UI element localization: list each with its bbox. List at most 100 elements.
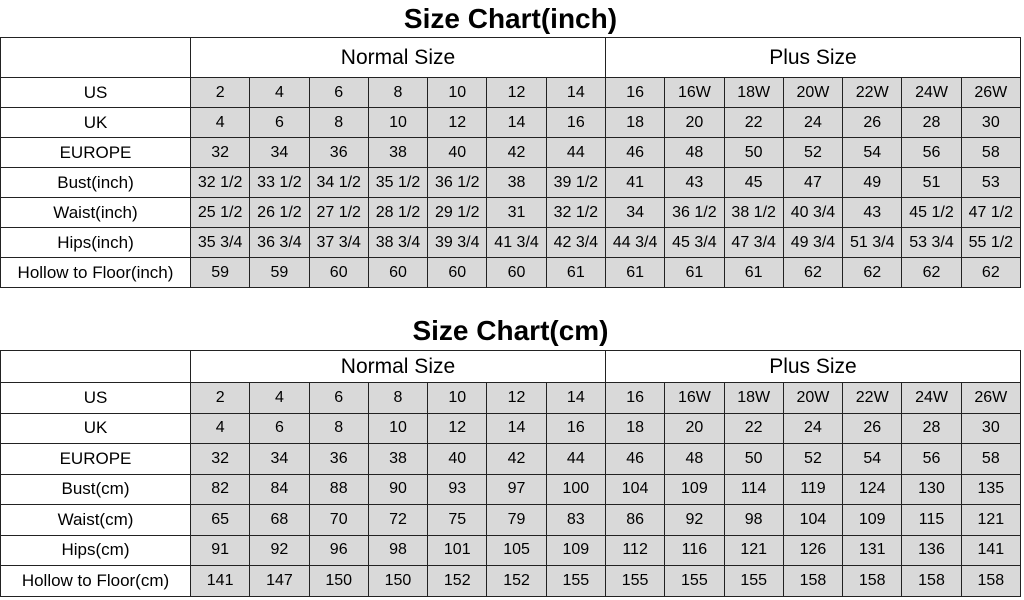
group-header: Normal Size: [190, 350, 606, 383]
size-cell: 136: [901, 534, 962, 566]
size-cell: 6: [308, 382, 369, 414]
size-cell: 62: [901, 257, 962, 288]
size-cell: 39 1/2: [545, 167, 606, 198]
size-cell: 54: [842, 443, 903, 475]
size-cell: 104: [782, 504, 844, 536]
size-cell: 60: [427, 257, 488, 288]
size-cell: 147: [249, 565, 310, 597]
size-cell: 101: [427, 534, 488, 566]
size-cell: 150: [367, 565, 429, 597]
table-row: EUROPE 32 34 36 38 40 42 44 46 48 50 52 54 56 58: [0, 137, 1022, 168]
size-cell: 27 1/2: [308, 197, 369, 228]
size-cell: 61: [723, 257, 784, 288]
size-cell: 14: [486, 107, 547, 138]
size-chart-inch: Size Chart(inch) Normal Size Plus Size US 2…: [0, 0, 1022, 288]
size-cell: 158: [842, 565, 903, 597]
size-cell: 47 3/4: [723, 227, 784, 258]
row-label: EUROPE: [0, 443, 191, 475]
group-header: Plus Size: [604, 37, 1022, 78]
size-cell: 98: [367, 534, 429, 566]
size-cell: 91: [189, 534, 251, 566]
table-row: Hips(inch) 35 3/4 36 3/4 37 3/4 38 3/4 39 3/4…: [0, 227, 1022, 258]
size-cell: 130: [901, 473, 962, 505]
size-cell: 93: [427, 473, 488, 505]
size-cell: 82: [189, 473, 251, 505]
size-cell: 56: [901, 443, 962, 475]
size-cell: 155: [604, 565, 666, 597]
size-cell: 97: [486, 473, 547, 505]
size-cell: 4: [249, 77, 310, 108]
size-cell: 54: [842, 137, 903, 168]
size-cell: 6: [249, 412, 310, 444]
size-cell: 36 1/2: [427, 167, 488, 198]
size-cell: 38 1/2: [723, 197, 784, 228]
size-cell: 62: [842, 257, 903, 288]
size-cell: 33 1/2: [249, 167, 310, 198]
size-cell: 38: [486, 167, 547, 198]
size-cell: 116: [664, 534, 725, 566]
size-cell: 50: [723, 443, 784, 475]
row-label: EUROPE: [0, 137, 191, 168]
row-label: UK: [0, 107, 191, 138]
row-label: Hollow to Floor(inch): [0, 257, 191, 288]
group-header-row: Normal Size Plus Size: [0, 350, 1022, 383]
size-cell: 12: [427, 107, 488, 138]
size-cell: 45 3/4: [664, 227, 725, 258]
size-cell: 16: [604, 77, 666, 108]
size-cell: 12: [427, 412, 488, 444]
size-cell: 2: [189, 77, 251, 108]
table-row: Waist(inch) 25 1/2 26 1/2 27 1/2 28 1/2 29 1/…: [0, 197, 1022, 228]
size-cell: 8: [367, 77, 429, 108]
size-cell: 26: [842, 107, 903, 138]
table-row: US 2 4 6 8 10 12 14 16 16W 18W 20W 22W 24W 26W: [0, 382, 1022, 414]
size-cell: 90: [367, 473, 429, 505]
size-cell: 92: [664, 504, 725, 536]
size-cell: 59: [189, 257, 251, 288]
size-cell: 61: [604, 257, 666, 288]
size-cell: 32: [189, 443, 251, 475]
row-label: US: [0, 382, 191, 414]
size-cell: 26W: [960, 77, 1022, 108]
size-cell: 37 3/4: [308, 227, 369, 258]
size-cell: 26: [842, 412, 903, 444]
size-cell: 115: [901, 504, 962, 536]
size-cell: 46: [604, 443, 666, 475]
size-cell: 45: [723, 167, 784, 198]
size-cell: 152: [427, 565, 488, 597]
size-cell: 14: [486, 412, 547, 444]
group-header: Plus Size: [604, 350, 1022, 383]
size-cell: 29 1/2: [427, 197, 488, 228]
table-row: Hips(cm) 91 92 96 98 101 105 109 112 116 121 126 131…: [0, 534, 1022, 566]
size-cell: 36 3/4: [249, 227, 310, 258]
table-row: US 2 4 6 8 10 12 14 16 16W 18W 20W 22W 24W 26W: [0, 77, 1022, 108]
size-cell: 6: [308, 77, 369, 108]
size-cell: 65: [189, 504, 251, 536]
size-cell: 43: [664, 167, 725, 198]
size-cell: 42: [486, 137, 547, 168]
size-cell: 44: [545, 137, 606, 168]
size-cell: 46: [604, 137, 666, 168]
chart-title: Size Chart(cm): [412, 315, 609, 346]
corner-cell: [0, 37, 191, 78]
size-cell: 52: [782, 443, 844, 475]
size-cell: 155: [664, 565, 725, 597]
size-table: Normal Size Plus Size US 2 4 6 8 10 12 14 16 16W 18W…: [0, 350, 1022, 597]
table-row: Bust(inch) 32 1/2 33 1/2 34 1/2 35 1/2 36 1/2…: [0, 167, 1022, 198]
size-cell: 48: [664, 137, 725, 168]
size-cell: 42: [486, 443, 547, 475]
size-cell: 70: [308, 504, 369, 536]
size-cell: 109: [664, 473, 725, 505]
size-cell: 18: [604, 107, 666, 138]
size-cell: 79: [486, 504, 547, 536]
size-cell: 98: [723, 504, 784, 536]
size-cell: 42 3/4: [545, 227, 606, 258]
size-cell: 121: [960, 504, 1022, 536]
size-cell: 61: [664, 257, 725, 288]
size-cell: 2: [189, 382, 251, 414]
size-cell: 38: [367, 443, 429, 475]
size-cell: 26W: [960, 382, 1022, 414]
size-cell: 18W: [723, 77, 784, 108]
size-cell: 44 3/4: [604, 227, 666, 258]
size-cell: 8: [367, 382, 429, 414]
size-cell: 41: [604, 167, 666, 198]
